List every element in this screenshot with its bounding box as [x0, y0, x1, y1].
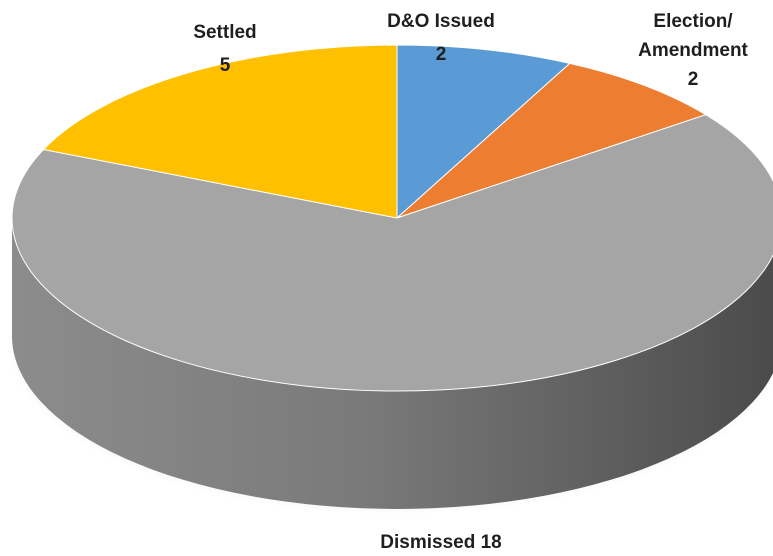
data-label-1-line-1: Amendment	[638, 40, 748, 61]
data-label-0-line-1: 2	[436, 44, 447, 65]
data-label-2-line-0: Dismissed 18	[380, 532, 501, 553]
pie-slice-1	[396, 62, 708, 219]
pie-labels: D&O Issued 2 Election/Amendment 2 Dismissed …	[193, 11, 748, 553]
pie-side	[12, 218, 773, 509]
pie-slice-0	[396, 44, 571, 220]
data-label-1: Election/Amendment 2	[638, 11, 748, 90]
data-label-0: D&O Issued 2	[387, 11, 495, 65]
data-label-3-line-0: Settled	[193, 22, 256, 43]
data-label-1-line-0: Election/	[653, 11, 733, 32]
data-label-1-line-2: 2	[688, 69, 699, 90]
data-label-2: Dismissed 18	[380, 532, 501, 553]
pie-slices	[11, 44, 773, 392]
data-label-0-line-0: D&O Issued	[387, 11, 495, 32]
data-label-3: Settled 5	[193, 22, 256, 76]
pie-slice-2	[11, 114, 773, 392]
data-label-3-line-1: 5	[220, 55, 231, 76]
pie-slice-3	[42, 44, 398, 219]
